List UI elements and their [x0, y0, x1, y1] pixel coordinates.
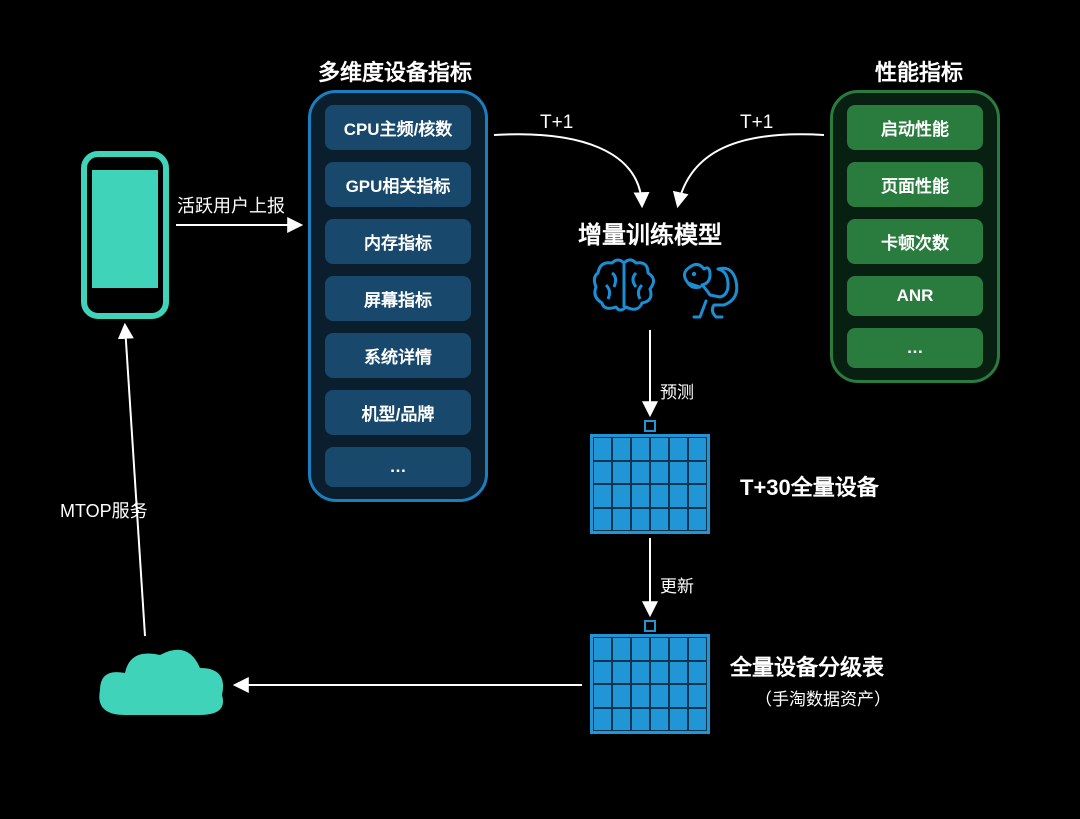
perf-panel-item: 卡顿次数: [847, 219, 983, 264]
device-panel-item: CPU主频/核数: [325, 105, 471, 150]
device-panel-item: …: [325, 447, 471, 487]
perf-panel: 启动性能页面性能卡顿次数 ANR …: [830, 90, 1000, 383]
device-panel-item: GPU相关指标: [325, 162, 471, 207]
perf-panel-item: …: [847, 328, 983, 368]
edge-label-t1-right: T+1: [740, 112, 773, 134]
t30-grid-icon: [590, 420, 710, 534]
edge-label-t1-left: T+1: [540, 112, 573, 134]
full-grid-icon: [590, 620, 710, 734]
edge-label-update: 更新: [660, 572, 694, 597]
brain-icon: [590, 255, 660, 320]
device-panel-item: 机型/品牌: [325, 390, 471, 435]
monkey-icon: [670, 255, 750, 330]
device-panel-title: 多维度设备指标: [318, 55, 472, 87]
device-panel-item: 屏幕指标: [325, 276, 471, 321]
full-label: 全量设备分级表: [730, 650, 884, 682]
device-panel-item: 内存指标: [325, 219, 471, 264]
perf-panel-title: 性能指标: [875, 55, 963, 87]
model-title: 增量训练模型: [578, 215, 722, 250]
edge-label-predict: 预测: [660, 378, 694, 403]
perf-panel-item: 页面性能: [847, 162, 983, 207]
device-panel: CPU主频/核数 GPU相关指标内存指标屏幕指标系统详情机型/品牌 …: [308, 90, 488, 502]
full-sublabel: （手淘数据资产）: [755, 685, 891, 710]
edge-label-report: 活跃用户上报: [177, 192, 285, 218]
perf-panel-item: ANR: [847, 276, 983, 316]
device-panel-item: 系统详情: [325, 333, 471, 378]
edge-label-mtop: MTOP服务: [60, 497, 148, 523]
t30-label: T+30全量设备: [740, 470, 879, 502]
perf-panel-item: 启动性能: [847, 105, 983, 150]
